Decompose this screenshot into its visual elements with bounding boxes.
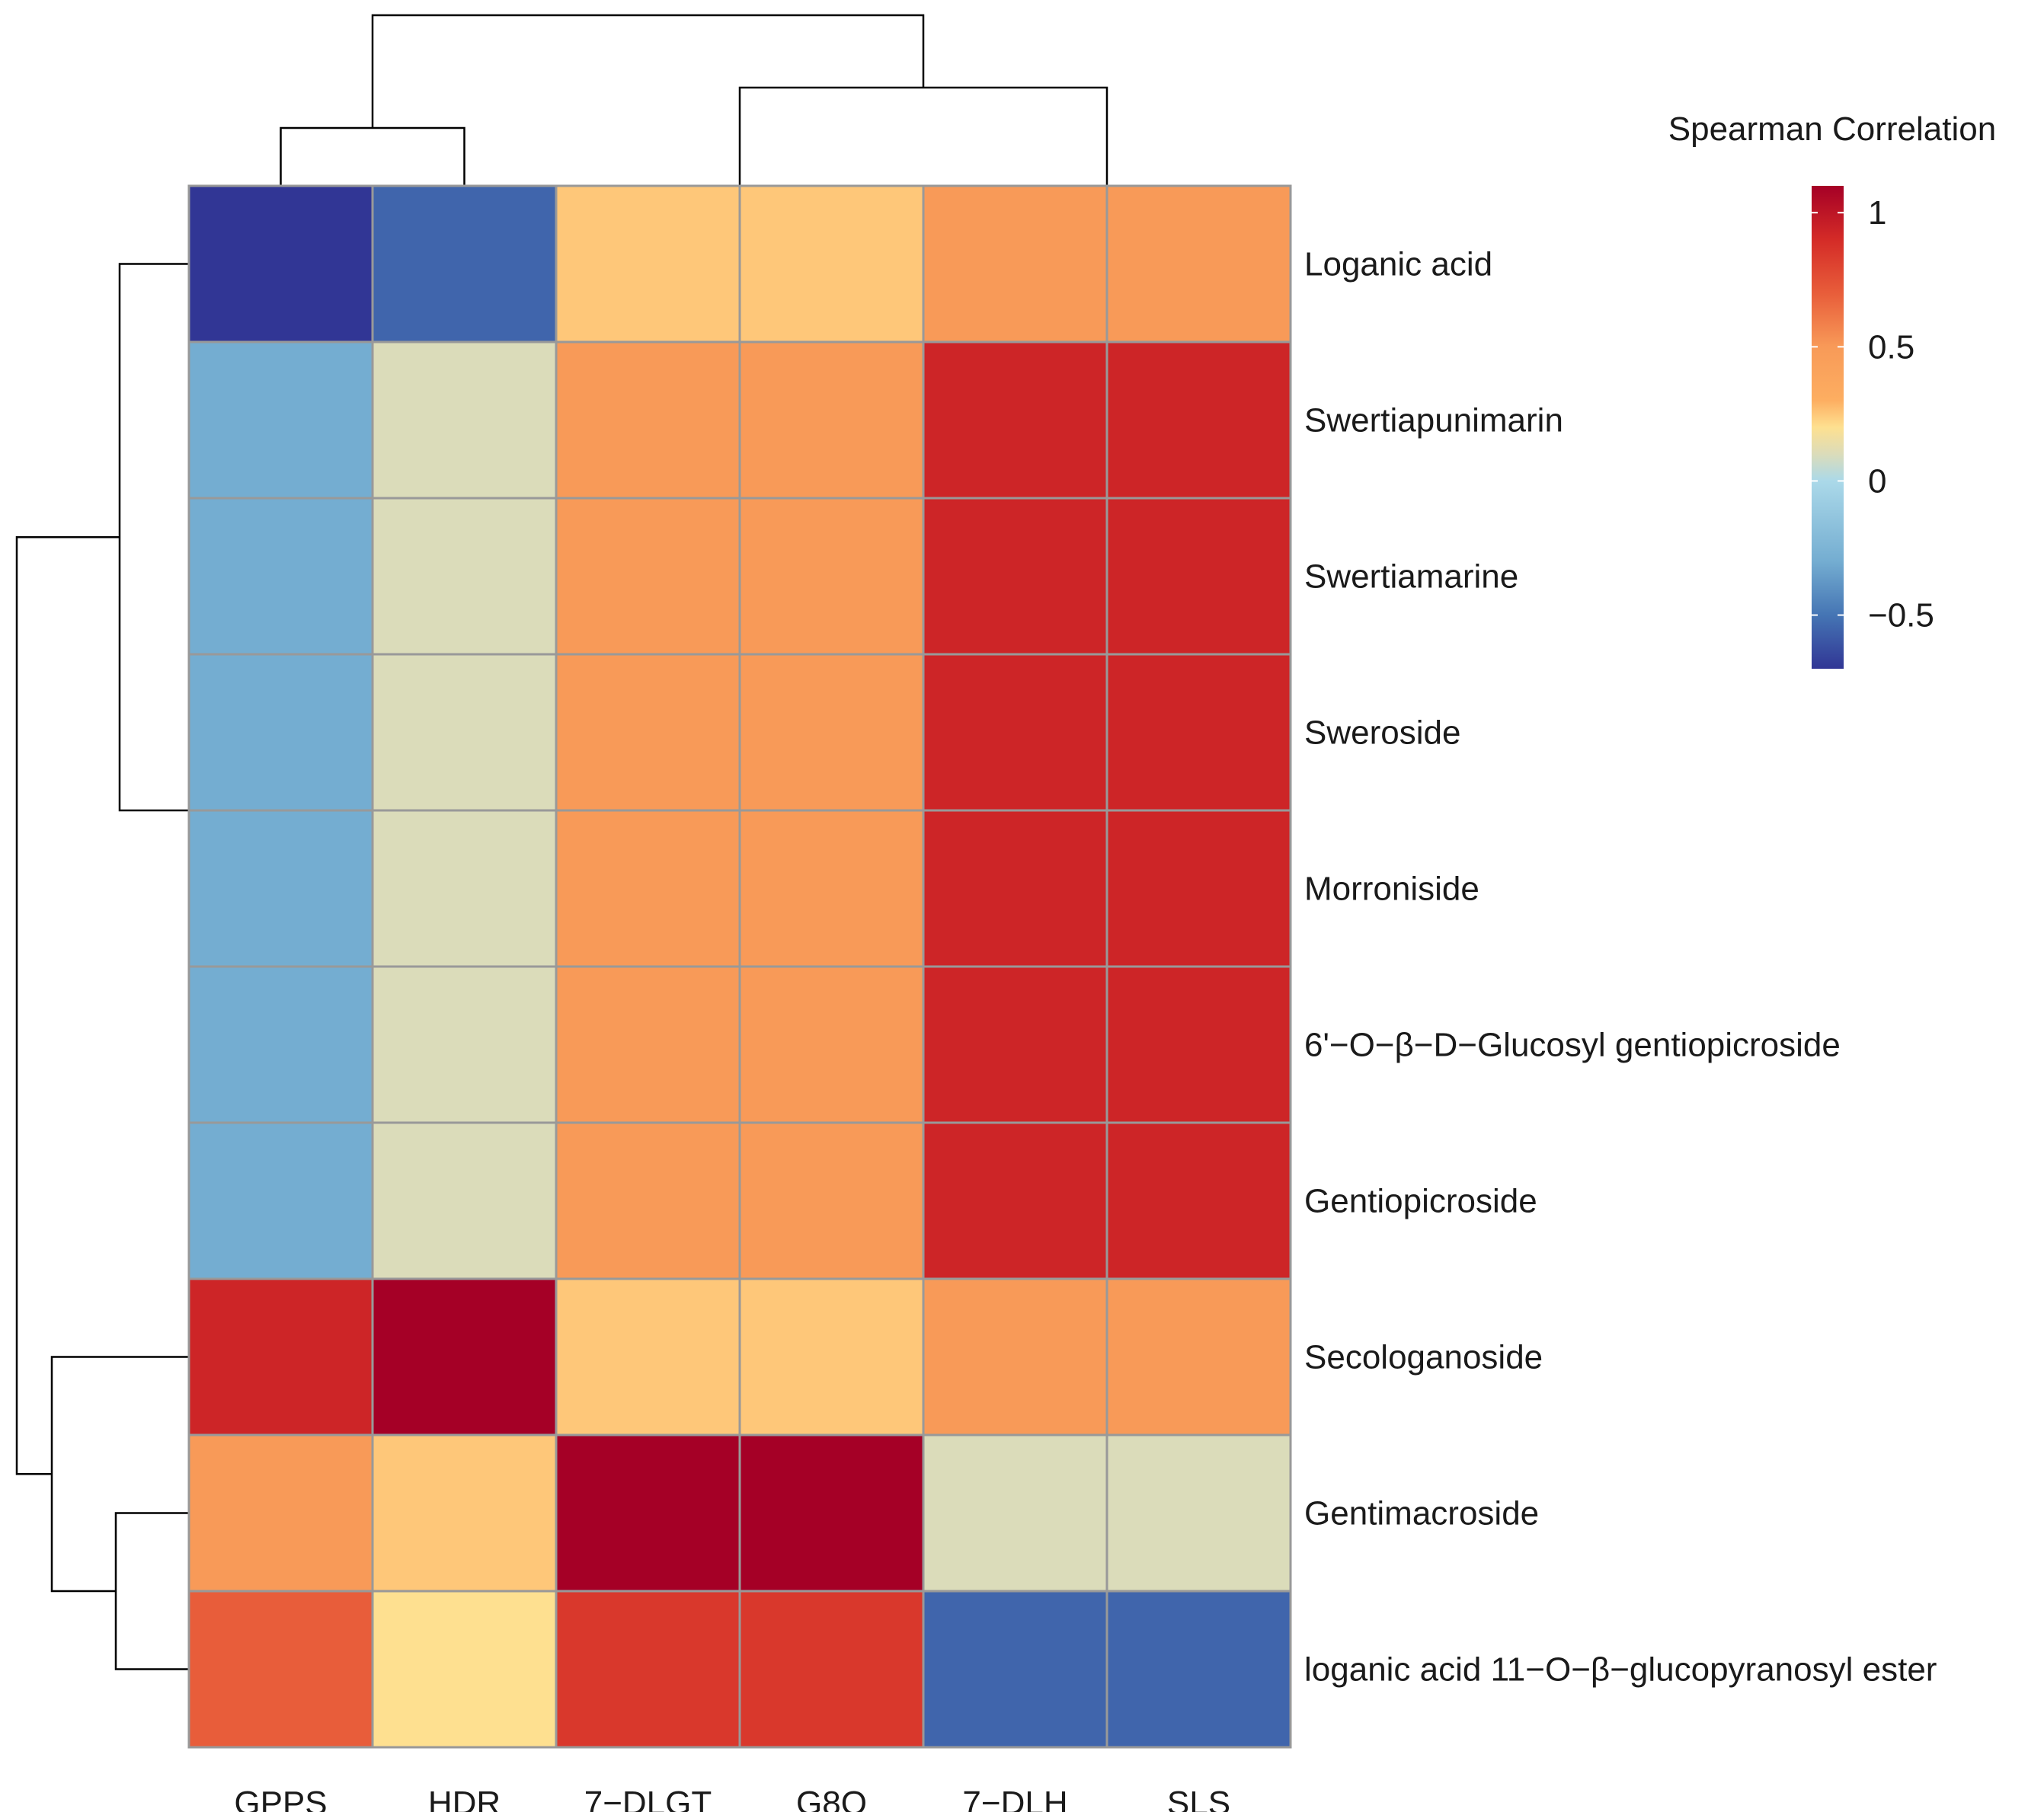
column-dendrogram	[280, 14, 1199, 187]
heatmap-cell	[1105, 497, 1292, 656]
legend-tick-label: 0.5	[1868, 328, 1914, 366]
heatmap-cell	[555, 653, 741, 812]
heatmap-cell	[371, 809, 558, 968]
dendrogram-branch	[738, 86, 1108, 186]
legend-tick-label: 0	[1868, 462, 1886, 500]
heatmap-cell	[1105, 340, 1292, 500]
row-label: Swertiapunimarin	[1304, 402, 1563, 439]
column-label: HDR	[428, 1785, 501, 1812]
legend-tick-label: −0.5	[1868, 597, 1934, 634]
heatmap-cell	[922, 653, 1108, 812]
heatmap-cell	[371, 497, 558, 656]
heatmap-cell	[1105, 653, 1292, 812]
heatmap-cell	[922, 497, 1108, 656]
heatmap-cell	[1105, 1121, 1292, 1280]
dendrogram-branch	[15, 536, 120, 1475]
heatmap-cell	[371, 1433, 558, 1593]
column-label: SLS	[1167, 1785, 1230, 1812]
heatmap-cell	[555, 809, 741, 968]
heatmap-cell	[738, 340, 925, 500]
heatmap-cell	[555, 1433, 741, 1593]
heatmap-cell	[555, 1121, 741, 1280]
row-label: Secologanoside	[1304, 1339, 1543, 1376]
heatmap-cell	[922, 965, 1108, 1124]
dendrogram-branch	[280, 126, 465, 186]
heatmap-cell	[187, 1433, 374, 1593]
row-label: Morroniside	[1304, 871, 1479, 908]
heatmap-cell	[1105, 1433, 1292, 1593]
heatmap-cell	[922, 809, 1108, 968]
heatmap-cell	[738, 653, 925, 812]
heatmap-cell	[922, 1590, 1108, 1749]
heatmap-cell	[922, 1121, 1108, 1280]
column-labels: GPPS HDR 7−DLGT G8O 7−DLH SLS	[234, 1785, 1230, 1812]
heatmap-cell	[738, 1121, 925, 1280]
heatmap-cell	[555, 1277, 741, 1436]
heatmap-cell	[187, 1121, 374, 1280]
heatmap-cell	[922, 1433, 1108, 1593]
row-label: Sweroside	[1304, 714, 1460, 752]
heatmap-cell	[187, 809, 374, 968]
heatmap-cell	[187, 184, 374, 344]
heatmap-cell	[738, 1590, 925, 1749]
heatmap-cell	[371, 965, 558, 1124]
dendrogram-branch	[371, 14, 925, 128]
heatmap-cell	[1105, 1277, 1292, 1436]
heatmap-cell	[371, 340, 558, 500]
heatmap-cell	[922, 340, 1108, 500]
heatmap-cell	[555, 497, 741, 656]
heatmap-cell	[371, 1121, 558, 1280]
dendrogram-branch	[50, 1356, 189, 1593]
dendrogram-branch	[118, 263, 189, 812]
heatmap-cell	[1105, 184, 1292, 344]
heatmap-cell	[371, 653, 558, 812]
heatmap-cell	[187, 340, 374, 500]
heatmap-cell	[738, 809, 925, 968]
row-label: Gentimacroside	[1304, 1495, 1539, 1532]
column-label: 7−DLH	[962, 1785, 1067, 1812]
heatmap-cell	[555, 184, 741, 344]
dendrogram-branch	[114, 1512, 189, 1670]
legend-tick-label: 1	[1868, 194, 1886, 232]
heatmap-cell	[738, 497, 925, 656]
row-label: Gentiopicroside	[1304, 1183, 1537, 1220]
row-label: 6'−O−β−D−Glucosyl gentiopicroside	[1304, 1027, 1841, 1064]
color-legend: Spearman Correlation 1 0.5 0 −0.5	[1668, 110, 1996, 669]
column-label: G8O	[796, 1785, 867, 1812]
row-labels: Loganic acid Swertiapunimarin Swertiamarin…	[1304, 246, 1937, 1689]
legend-color-bar	[1812, 186, 1844, 669]
heatmap-cell	[1105, 809, 1292, 968]
heatmap-cell	[187, 1277, 374, 1436]
legend-title: Spearman Correlation	[1668, 110, 1996, 148]
column-label: GPPS	[234, 1785, 327, 1812]
row-label: Loganic acid	[1304, 246, 1492, 283]
heatmap-cells	[187, 184, 1292, 1749]
heatmap-cell	[922, 184, 1108, 344]
column-label: 7−DLGT	[584, 1785, 712, 1812]
heatmap-cell	[1105, 1590, 1292, 1749]
heatmap-cell	[738, 184, 925, 344]
heatmap-cell	[738, 965, 925, 1124]
row-label: loganic acid 11−O−β−glucopyranosyl ester	[1304, 1651, 1937, 1689]
heatmap-cell	[738, 1277, 925, 1436]
heatmap-cell	[1105, 965, 1292, 1124]
heatmap-cell	[371, 1277, 558, 1436]
row-dendrogram	[15, 263, 189, 1670]
row-label: Swertiamarine	[1304, 558, 1518, 596]
heatmap-cell	[555, 965, 741, 1124]
heatmap-cell	[555, 340, 741, 500]
heatmap-cell	[187, 1590, 374, 1749]
heatmap-cell	[371, 184, 558, 344]
heatmap-cell	[922, 1277, 1108, 1436]
heatmap-cell	[187, 497, 374, 656]
heatmap-cell	[187, 653, 374, 812]
heatmap-cell	[738, 1433, 925, 1593]
heatmap-cell	[371, 1590, 558, 1749]
heatmap-cell	[187, 965, 374, 1124]
heatmap-cell	[555, 1590, 741, 1749]
